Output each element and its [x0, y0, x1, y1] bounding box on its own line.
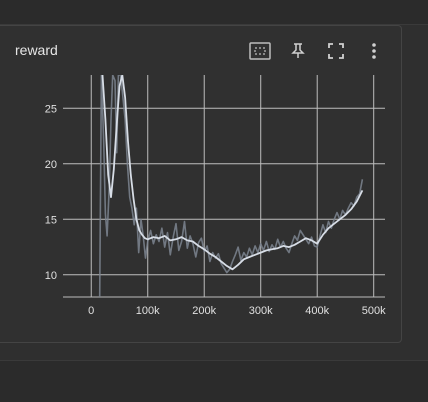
bottom-strip: [0, 360, 428, 402]
reward-raw-line: [98, 75, 364, 297]
y-tick-label: 15: [45, 214, 57, 226]
more-vert-icon: [372, 43, 376, 59]
fit-domain-button[interactable]: [247, 38, 273, 64]
scalar-card: reward: [0, 25, 402, 343]
pin-button[interactable]: [285, 38, 311, 64]
x-tick-label: 500k: [362, 305, 386, 317]
pin-icon: [291, 43, 305, 58]
x-tick-label: 0: [88, 305, 94, 317]
fullscreen-button[interactable]: [323, 38, 349, 64]
fullscreen-icon: [328, 43, 344, 59]
reward-chart[interactable]: 10 15 20 25 0 100k 200k 300k 400k 500k: [0, 0, 428, 360]
y-tick-label: 20: [45, 159, 57, 171]
x-tick-label: 400k: [305, 305, 329, 317]
x-tick-label: 100k: [136, 305, 160, 317]
x-tick-label: 300k: [249, 305, 273, 317]
reward-smoothed-line: [101, 75, 364, 271]
fit-domain-icon: [249, 42, 271, 60]
y-tick-label: 10: [45, 270, 57, 282]
card-title: reward: [15, 42, 58, 58]
more-options-button[interactable]: [361, 38, 387, 64]
x-tick-label: 200k: [192, 305, 216, 317]
y-tick-label: 25: [45, 103, 57, 115]
top-strip: [0, 0, 428, 25]
card-toolbar: [247, 38, 387, 64]
